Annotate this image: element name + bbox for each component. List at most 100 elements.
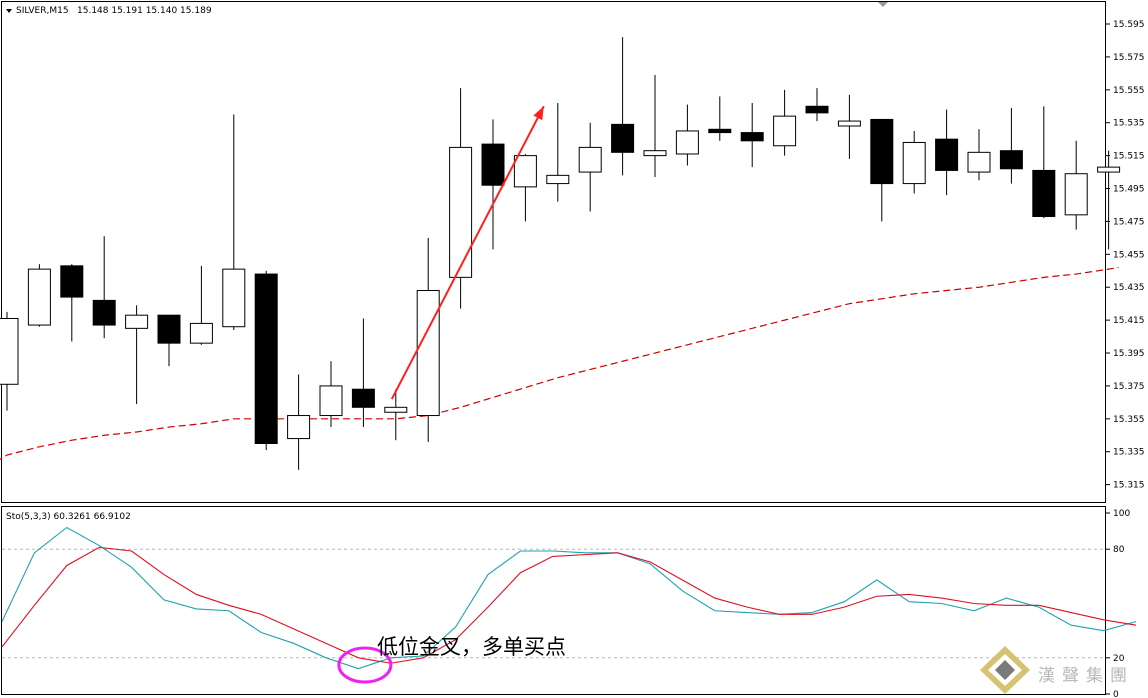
- candle-body: [708, 128, 732, 134]
- candle: [189, 265, 213, 345]
- stochastic-signal-line: [1, 546, 1137, 664]
- candle: [157, 314, 181, 367]
- candle: [125, 305, 149, 405]
- candle: [27, 264, 51, 327]
- golden-cross-circle: [337, 646, 393, 684]
- stochastic-tick-label: 80: [1113, 545, 1125, 555]
- candle-body: [449, 146, 473, 278]
- stochastic-label: Sto(5,3,3) 60.3261 66.9102: [6, 512, 131, 522]
- candle: [60, 264, 84, 342]
- candle-body: [222, 268, 246, 328]
- candle: [546, 102, 570, 202]
- trend-arrow-line: [390, 105, 545, 400]
- candle: [384, 389, 408, 441]
- candle-body: [287, 415, 311, 440]
- price-tick-label: 15.575: [1113, 53, 1145, 63]
- candle-body: [740, 132, 764, 142]
- moving-average-layer: [0, 266, 1119, 460]
- candle: [967, 129, 991, 181]
- candle-body: [805, 105, 829, 114]
- candle: [513, 153, 537, 222]
- candle: [805, 88, 829, 122]
- candle: [1097, 150, 1121, 250]
- price-tick-label: 15.495: [1113, 185, 1145, 195]
- candle-body: [92, 299, 116, 326]
- golden-cross-note: 低位金叉，多单买点: [377, 635, 566, 659]
- candle-body: [254, 273, 278, 445]
- annotation-arrow-layer: [390, 105, 545, 400]
- price-tick-label: 15.475: [1113, 217, 1145, 227]
- price-tick-label: 15.355: [1113, 415, 1145, 425]
- stochastic-main-line: [1, 526, 1137, 670]
- watermark-text: 漢聲集團: [1038, 666, 1134, 686]
- price-tick-label: 15.555: [1113, 86, 1145, 96]
- candle-body: [837, 120, 861, 127]
- trend-arrow-head: [533, 106, 544, 121]
- candle: [319, 361, 343, 428]
- candle: [773, 89, 797, 156]
- stochastic-tick-label: 20: [1113, 654, 1125, 664]
- candle-body: [351, 388, 375, 408]
- candle: [351, 318, 375, 428]
- price-tick-label: 15.335: [1113, 448, 1145, 458]
- price-tick-label: 15.515: [1113, 152, 1145, 162]
- candle-body: [1064, 173, 1088, 216]
- candle: [902, 130, 926, 194]
- indicator-frame: [1, 506, 1106, 695]
- candle-body: [870, 118, 894, 185]
- stochastic-levels: [2, 548, 1105, 659]
- candle-body: [319, 385, 343, 417]
- candle-body: [902, 141, 926, 185]
- candle-body: [967, 151, 991, 173]
- candle-body: [546, 174, 570, 185]
- price-tick-label: 15.395: [1113, 349, 1145, 359]
- candle-body: [481, 143, 505, 186]
- candle: [935, 109, 959, 196]
- price-tick-label: 15.455: [1113, 250, 1145, 260]
- candle-body: [0, 317, 19, 385]
- candle-body: [27, 268, 51, 326]
- candle-body: [60, 265, 84, 298]
- candles-layer: [0, 37, 1121, 470]
- candle: [449, 88, 473, 309]
- candle: [222, 114, 246, 330]
- moving-average-line: [0, 266, 1119, 460]
- price-tick-label: 15.435: [1113, 283, 1145, 293]
- candle-body: [578, 146, 602, 173]
- candle: [578, 122, 602, 212]
- candle-body: [999, 150, 1023, 170]
- candle-body: [157, 314, 181, 344]
- stochastic-axis: 100 80 20 0: [1105, 509, 1130, 698]
- chart-ohlc: 15.148 15.191 15.140 15.189: [77, 6, 212, 16]
- chart-symbol: SILVER,M15: [16, 6, 69, 16]
- stochastic-tick-label: 0: [1113, 690, 1119, 698]
- price-tick-label: 15.535: [1113, 119, 1145, 129]
- candle-body: [935, 138, 959, 171]
- candle-body: [1032, 169, 1056, 217]
- collapse-triangle-icon[interactable]: [6, 9, 12, 13]
- candle: [481, 119, 505, 250]
- candle: [0, 311, 19, 411]
- candle: [708, 96, 732, 141]
- candle: [1064, 140, 1088, 230]
- candle: [837, 94, 861, 159]
- candle: [92, 236, 116, 339]
- candle: [611, 37, 635, 176]
- candle-body: [1097, 166, 1121, 173]
- candle-body: [773, 115, 797, 147]
- candle: [287, 374, 311, 470]
- candle-body: [125, 314, 149, 329]
- candle-body: [643, 150, 667, 157]
- candle-body: [513, 155, 537, 188]
- main-chart-frame: [1, 1, 1106, 503]
- price-tick-label: 15.415: [1113, 316, 1145, 326]
- candle: [643, 75, 667, 178]
- candle-body: [675, 130, 699, 155]
- chart-shift-marker[interactable]: [878, 2, 888, 7]
- price-tick-label: 15.315: [1113, 481, 1145, 491]
- candle: [254, 270, 278, 451]
- candle-body: [189, 322, 213, 344]
- candle: [740, 102, 764, 168]
- price-tick-label: 15.595: [1113, 20, 1145, 30]
